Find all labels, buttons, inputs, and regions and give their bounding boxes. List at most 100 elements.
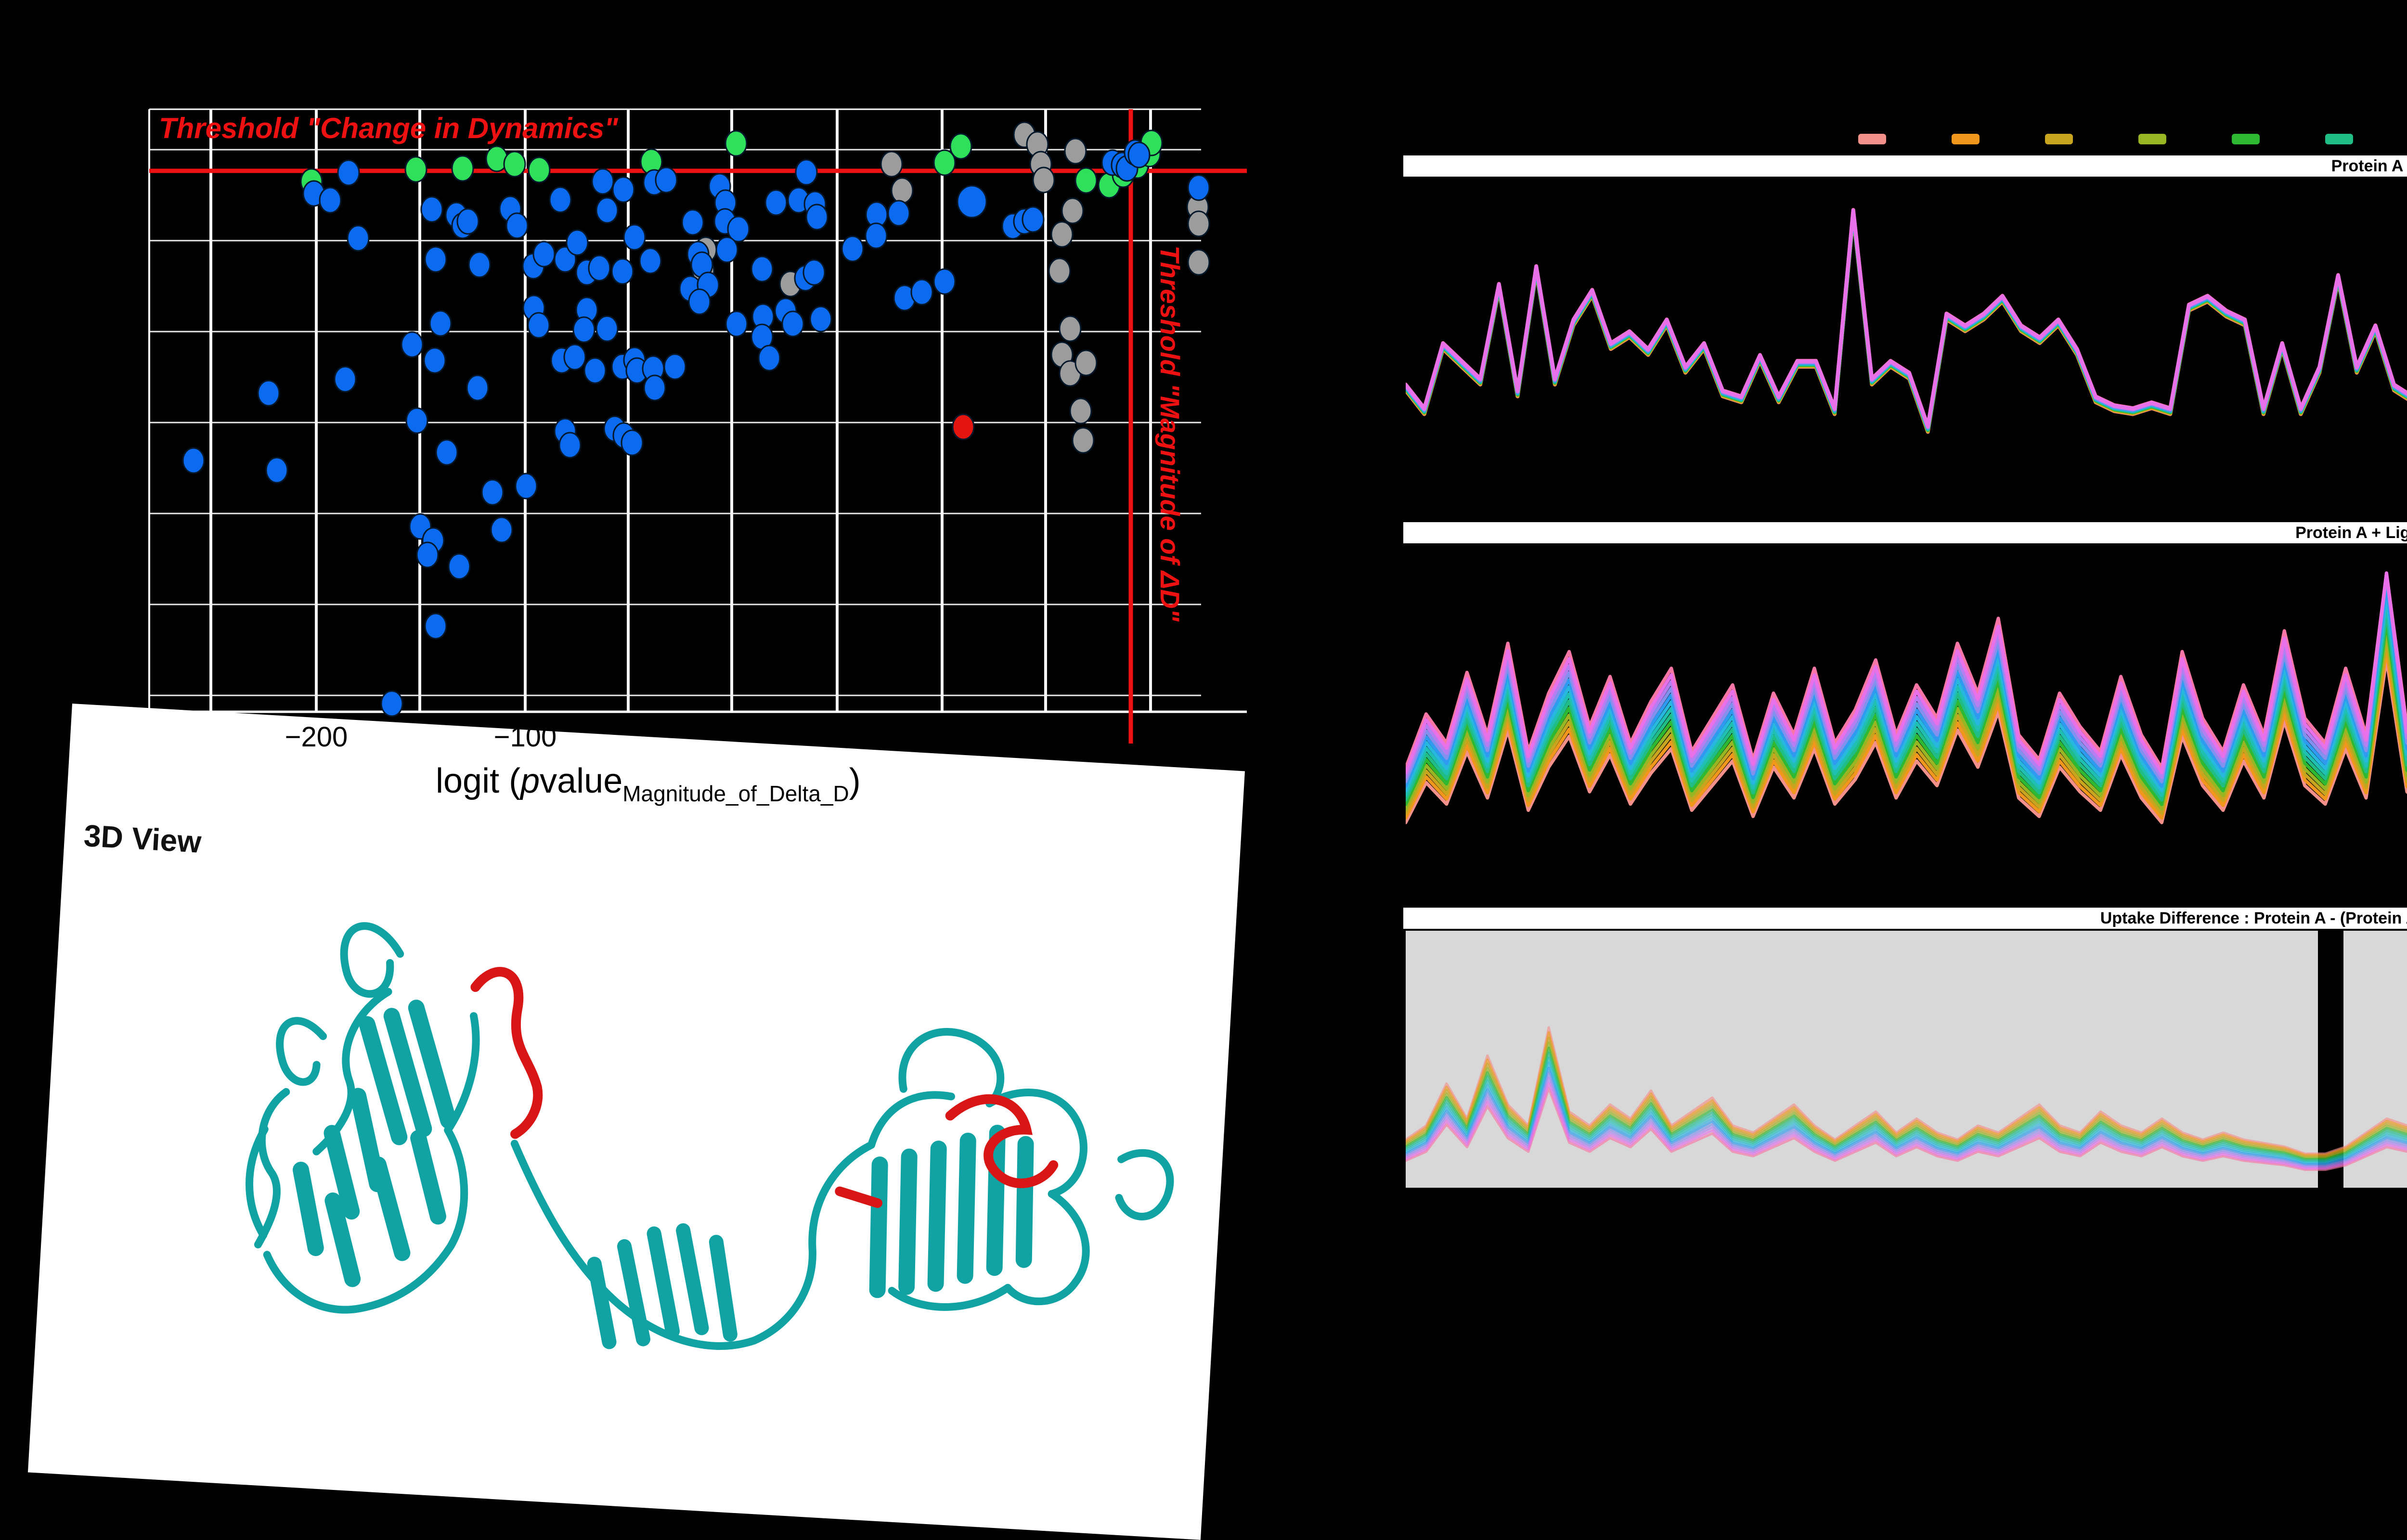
volcano-point[interactable] bbox=[435, 439, 458, 466]
volcano-point[interactable] bbox=[448, 553, 471, 580]
volcano-point[interactable] bbox=[795, 159, 818, 186]
volcano-point[interactable] bbox=[404, 156, 427, 183]
volcano-plot[interactable] bbox=[135, 96, 1300, 780]
volcano-point[interactable] bbox=[725, 310, 748, 337]
volcano-point[interactable] bbox=[1032, 167, 1055, 193]
volcano-point[interactable] bbox=[639, 247, 662, 274]
volcano-point[interactable] bbox=[182, 447, 205, 474]
volcano-point[interactable] bbox=[532, 241, 556, 268]
volcano-point[interactable] bbox=[805, 204, 828, 231]
volcano-point[interactable] bbox=[405, 407, 428, 434]
volcano-point[interactable] bbox=[880, 151, 903, 178]
volcano-point[interactable] bbox=[891, 177, 914, 204]
volcano-point[interactable] bbox=[1074, 167, 1098, 194]
volcano-point[interactable] bbox=[591, 168, 614, 195]
volcano-point[interactable] bbox=[802, 259, 826, 286]
volcano-point[interactable] bbox=[1061, 197, 1084, 224]
volcano-point[interactable] bbox=[1072, 427, 1095, 454]
volcano-point[interactable] bbox=[456, 208, 479, 235]
volcano-point[interactable] bbox=[1187, 249, 1210, 276]
legend-timepoint-swatch[interactable] bbox=[2045, 134, 2073, 144]
volcano-point[interactable] bbox=[515, 473, 538, 500]
volcano-point[interactable] bbox=[764, 189, 788, 216]
volcano-point[interactable] bbox=[1069, 398, 1092, 424]
volcano-point[interactable] bbox=[1059, 315, 1082, 342]
volcano-point[interactable] bbox=[841, 235, 864, 262]
volcano-point[interactable] bbox=[715, 236, 738, 263]
volcano-point[interactable] bbox=[611, 258, 634, 285]
legend-timepoint-swatch[interactable] bbox=[1858, 134, 1886, 144]
volcano-point[interactable] bbox=[401, 331, 424, 358]
volcano-point[interactable] bbox=[725, 130, 748, 157]
volcano-point[interactable] bbox=[655, 167, 678, 193]
uptake-difference-chart[interactable] bbox=[1406, 928, 2407, 1188]
volcano-point[interactable] bbox=[1127, 141, 1151, 168]
volcano-point[interactable] bbox=[337, 159, 360, 186]
volcano-point[interactable] bbox=[424, 613, 447, 640]
volcano-point[interactable] bbox=[663, 353, 686, 380]
volcano-point[interactable] bbox=[505, 212, 529, 239]
volcano-point[interactable] bbox=[420, 196, 443, 223]
volcano-point[interactable] bbox=[528, 156, 551, 183]
uptake-chart-protein-a[interactable] bbox=[1406, 176, 2407, 513]
volcano-point[interactable] bbox=[910, 279, 933, 306]
volcano-point[interactable] bbox=[503, 151, 526, 178]
volcano-point[interactable] bbox=[781, 310, 804, 337]
volcano-point[interactable] bbox=[481, 479, 504, 506]
volcano-point[interactable] bbox=[466, 374, 489, 401]
volcano-point[interactable] bbox=[758, 345, 781, 372]
volcano-point[interactable] bbox=[949, 133, 972, 160]
volcano-point[interactable] bbox=[451, 155, 474, 182]
volcano-point[interactable] bbox=[623, 224, 646, 251]
volcano-point[interactable] bbox=[1187, 174, 1210, 201]
volcano-point[interactable] bbox=[468, 251, 491, 278]
volcano-point[interactable] bbox=[265, 457, 288, 484]
volcano-point[interactable] bbox=[423, 347, 446, 374]
volcano-point[interactable] bbox=[572, 316, 595, 343]
volcano-point[interactable] bbox=[681, 209, 704, 236]
legend-timepoint-swatch[interactable] bbox=[2325, 134, 2353, 144]
volcano-point[interactable] bbox=[751, 256, 774, 282]
volcano-point[interactable] bbox=[1187, 210, 1210, 237]
volcano-point[interactable] bbox=[347, 225, 370, 252]
volcano-point[interactable] bbox=[563, 344, 586, 371]
volcano-point[interactable] bbox=[588, 255, 611, 282]
volcano-point[interactable] bbox=[952, 413, 975, 440]
legend-timepoint-swatch[interactable] bbox=[1952, 134, 1980, 144]
volcano-point[interactable] bbox=[583, 357, 607, 384]
volcano-point[interactable] bbox=[1064, 138, 1087, 165]
volcano-point[interactable] bbox=[429, 310, 452, 337]
volcano-point[interactable] bbox=[865, 222, 888, 249]
volcano-point[interactable] bbox=[334, 366, 357, 393]
volcano-point[interactable] bbox=[490, 516, 513, 543]
volcano-point[interactable] bbox=[727, 216, 750, 243]
volcano-point[interactable] bbox=[612, 176, 635, 203]
volcano-point[interactable] bbox=[887, 200, 910, 227]
volcano-point[interactable] bbox=[809, 306, 832, 333]
volcano-point[interactable] bbox=[424, 246, 447, 273]
volcano-point[interactable] bbox=[643, 374, 666, 401]
volcano-point[interactable] bbox=[416, 541, 439, 568]
volcano-point[interactable] bbox=[549, 186, 572, 213]
3d-view-panel[interactable]: 3D View bbox=[27, 704, 1245, 1540]
legend-timepoint-swatch[interactable] bbox=[2138, 134, 2166, 144]
volcano-point[interactable] bbox=[558, 432, 582, 459]
volcano-point[interactable] bbox=[595, 315, 619, 342]
volcano-point[interactable] bbox=[566, 229, 589, 256]
volcano-point[interactable] bbox=[933, 268, 956, 295]
volcano-point[interactable] bbox=[257, 380, 280, 407]
volcano-point[interactable] bbox=[595, 197, 619, 224]
uptake-chart-protein-a-ligand[interactable] bbox=[1406, 541, 2407, 898]
volcano-point[interactable] bbox=[1074, 349, 1098, 376]
volcano-point[interactable] bbox=[1048, 257, 1071, 284]
volcano-point[interactable] bbox=[688, 288, 711, 315]
volcano-point[interactable] bbox=[1022, 206, 1045, 233]
volcano-point[interactable] bbox=[1050, 221, 1074, 248]
volcano-point[interactable] bbox=[319, 187, 342, 214]
volcano-point[interactable] bbox=[380, 690, 403, 717]
volcano-point[interactable] bbox=[957, 185, 987, 218]
volcano-point[interactable] bbox=[933, 149, 956, 176]
volcano-point[interactable] bbox=[621, 429, 644, 456]
legend-timepoint-swatch[interactable] bbox=[2232, 134, 2260, 144]
volcano-point[interactable] bbox=[527, 312, 550, 339]
